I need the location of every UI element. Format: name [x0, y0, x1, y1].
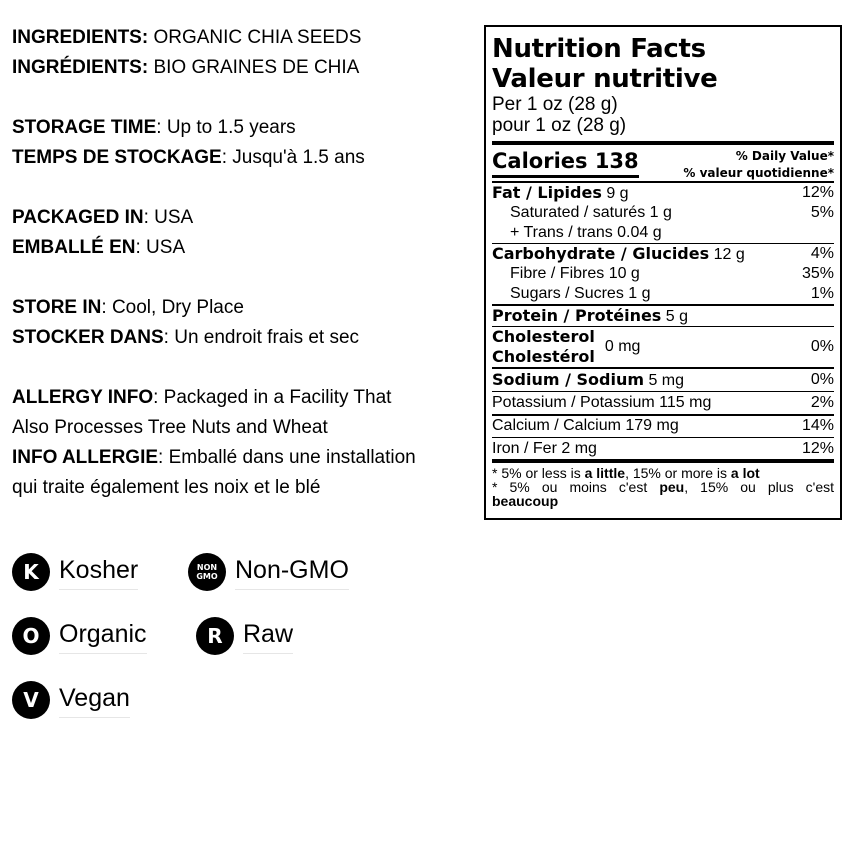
footnote: * 5% or less is a little, 15% or more is… — [492, 465, 834, 509]
saturated-row: Saturated / saturés 1 g 5% — [510, 203, 834, 221]
calcium-row: Calcium / Calcium 179 mg 14% — [492, 417, 834, 434]
protein-row: Protein / Protéines 5 g — [492, 305, 689, 325]
packaged-in-fr: EMBALLÉ EN: USA — [12, 237, 186, 258]
store-in-en: STORE IN: Cool, Dry Place — [12, 297, 244, 318]
calories: Calories 138 — [492, 147, 639, 178]
badge-label: Non-GMO — [235, 555, 349, 590]
divider — [492, 436, 834, 438]
storage-time-fr: TEMPS DE STOCKAGE: Jusqu'à 1.5 ans — [12, 147, 365, 168]
nutrition-title-fr: Valeur nutritive — [492, 64, 718, 94]
allergy-info-fr-cont: qui traite également les noix et le blé — [12, 477, 321, 498]
sodium-row: Sodium / Sodium 5 mg 0% — [492, 369, 834, 389]
non-gmo-icon: NON GMO — [188, 553, 226, 591]
store-in-fr: STOCKER DANS: Un endroit frais et sec — [12, 327, 360, 348]
badge-vegan: V Vegan — [12, 681, 130, 719]
badge-label: Kosher — [59, 555, 139, 590]
badge-non-gmo: NON GMO Non-GMO — [188, 553, 349, 591]
raw-icon: R — [196, 617, 234, 655]
dv-en: % Daily Value* — [735, 149, 834, 163]
footnote-fr: * 5% ou moins c'est peu, 15% ou plus c'e… — [492, 479, 834, 495]
divider — [492, 181, 834, 183]
footnote-en: * 5% or less is a little, 15% or more is… — [492, 465, 760, 481]
potassium-row: Potassium / Potassium 115 mg 2% — [492, 394, 834, 411]
allergy-info-fr: INFO ALLERGIE: Emballé dans une installa… — [12, 447, 416, 468]
organic-icon: O — [12, 617, 50, 655]
sugars-row: Sugars / Sucres 1 g 1% — [510, 285, 834, 302]
product-info: INGREDIENTS: ORGANIC CHIA SEEDS INGRÉDIE… — [12, 23, 416, 503]
divider — [492, 242, 834, 244]
fibre-row: Fibre / Fibres 10 g 35% — [510, 265, 834, 282]
divider — [492, 414, 834, 416]
allergy-info-en-cont: Also Processes Tree Nuts and Wheat — [12, 417, 328, 438]
divider — [492, 459, 834, 463]
divider — [492, 390, 834, 392]
divider — [492, 141, 834, 145]
iron-row: Iron / Fer 2 mg 12% — [492, 439, 834, 457]
storage-time-en: STORAGE TIME: Up to 1.5 years — [12, 117, 296, 138]
divider — [492, 304, 834, 306]
packaged-in-en: PACKAGED IN: USA — [12, 207, 194, 228]
allergy-info-en: ALLERGY INFO: Packaged in a Facility Tha… — [12, 387, 392, 408]
vegan-icon: V — [12, 681, 50, 719]
badge-label: Organic — [59, 619, 147, 654]
daily-value-header: % Daily Value* % valeur quotidienne* — [683, 148, 834, 181]
calories-row: Calories 138 % Daily Value* % valeur quo… — [492, 145, 834, 181]
serving-size-en: Per 1 oz (28 g) — [492, 94, 618, 115]
divider — [492, 325, 834, 327]
kosher-icon: K — [12, 553, 50, 591]
badge-label: Raw — [243, 619, 294, 654]
fat-row: Fat / Lipides 9 g 12% — [492, 182, 834, 202]
ingredients-fr: INGRÉDIENTS: BIO GRAINES DE CHIA — [12, 57, 360, 78]
ingredients-en: INGREDIENTS: ORGANIC CHIA SEEDS — [12, 27, 362, 48]
divider — [492, 367, 834, 369]
badge-raw: R Raw — [196, 617, 294, 655]
serving-size-fr: pour 1 oz (28 g) — [492, 115, 627, 136]
carbohydrate-row: Carbohydrate / Glucides 12 g 4% — [492, 244, 834, 263]
dv-fr: % valeur quotidienne* — [683, 166, 834, 180]
nutrition-facts-label: Nutrition Facts Valeur nutritive Per 1 o… — [484, 25, 842, 520]
cholesterol-row: Cholesterol Cholestérol 0 mg 0% — [492, 327, 834, 366]
badge-organic: O Organic — [12, 617, 147, 655]
trans-row: + Trans / trans 0.04 g — [510, 223, 662, 241]
badge-kosher: K Kosher — [12, 553, 139, 591]
nutrition-title-en: Nutrition Facts — [492, 34, 706, 64]
badge-label: Vegan — [59, 683, 130, 718]
